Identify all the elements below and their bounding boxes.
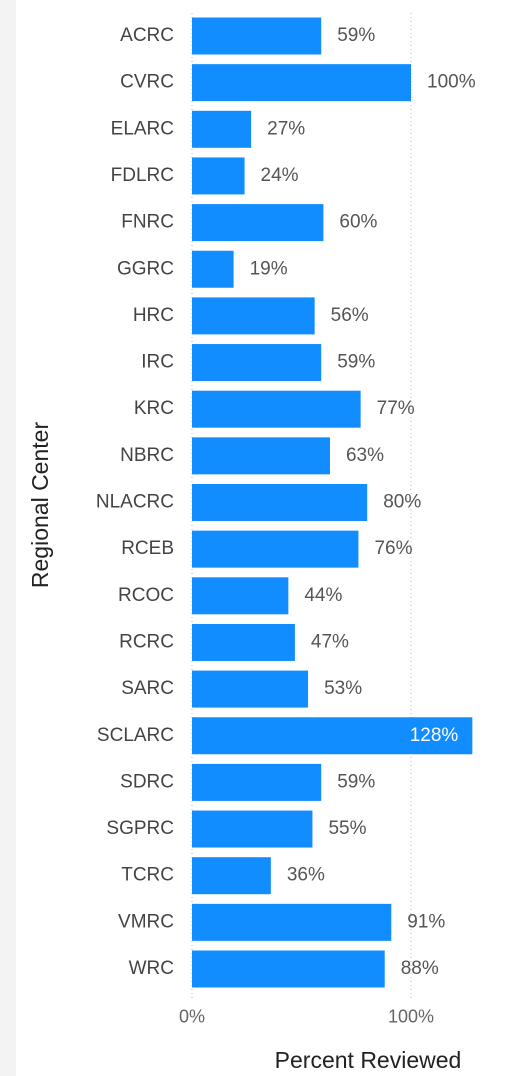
data-label: 56% xyxy=(331,305,369,326)
bar xyxy=(192,670,309,708)
y-tick-label: NBRC xyxy=(120,445,174,466)
y-tick-label: NLACRC xyxy=(96,492,174,513)
data-label: 44% xyxy=(304,585,342,606)
bar xyxy=(192,250,234,288)
bar xyxy=(192,110,252,148)
bar xyxy=(192,857,271,895)
bar xyxy=(192,763,322,801)
y-tick-label: ELARC xyxy=(111,118,174,139)
y-tick-label: RCOC xyxy=(118,585,174,606)
data-label: 59% xyxy=(337,771,375,792)
bar xyxy=(192,344,322,382)
bar xyxy=(192,484,368,521)
bar xyxy=(192,437,330,475)
data-label: 60% xyxy=(339,212,377,233)
bar xyxy=(192,623,295,661)
data-label: 36% xyxy=(287,865,325,886)
y-tick-label: SDRC xyxy=(120,771,174,792)
side-panel xyxy=(0,0,16,1076)
y-tick-label: SGPRC xyxy=(106,818,174,839)
y-tick-label: CVRC xyxy=(120,72,174,93)
data-label: 77% xyxy=(377,398,415,419)
y-tick-label: RCRC xyxy=(119,631,174,652)
y-axis-title: Regional Center xyxy=(27,422,53,589)
bar xyxy=(192,157,245,195)
y-tick-label: WRC xyxy=(129,958,174,979)
bar xyxy=(192,903,392,941)
data-label: 91% xyxy=(407,911,445,932)
y-tick-label: SARC xyxy=(121,678,174,699)
y-tick-label: RCEB xyxy=(121,538,174,559)
bar xyxy=(192,810,313,848)
bar xyxy=(192,390,361,428)
bar xyxy=(192,64,411,102)
y-tick-label: VMRC xyxy=(118,911,174,932)
y-tick-label: KRC xyxy=(134,398,174,419)
bar xyxy=(192,577,289,615)
data-label: 59% xyxy=(337,25,375,46)
data-label: 88% xyxy=(401,958,439,979)
bar xyxy=(192,717,473,755)
y-tick-label: TCRC xyxy=(121,865,174,886)
data-label: 53% xyxy=(324,678,362,699)
y-tick-label: ACRC xyxy=(120,25,174,46)
data-label: 47% xyxy=(311,631,349,652)
y-tick-label: FDLRC xyxy=(111,165,174,186)
data-label: 24% xyxy=(261,165,299,186)
data-label: 80% xyxy=(383,492,421,513)
y-tick-label: FNRC xyxy=(121,212,174,233)
y-tick-label: GGRC xyxy=(117,258,174,279)
y-tick-label: HRC xyxy=(133,305,174,326)
bar xyxy=(192,297,315,335)
x-tick-label: 100% xyxy=(388,1006,434,1026)
data-label: 63% xyxy=(346,445,384,466)
data-label: 19% xyxy=(250,258,288,279)
y-tick-label: SCLARC xyxy=(97,725,174,746)
data-label: 59% xyxy=(337,352,375,373)
data-label: 27% xyxy=(267,118,305,139)
y-tick-label: IRC xyxy=(141,352,174,373)
bar xyxy=(192,950,385,988)
data-label: 55% xyxy=(328,818,366,839)
bar xyxy=(192,204,324,242)
bar xyxy=(192,17,322,55)
data-label: 100% xyxy=(427,72,476,93)
x-axis-title: Percent Reviewed xyxy=(275,1047,462,1073)
x-tick-label: 0% xyxy=(179,1006,205,1026)
bar xyxy=(192,530,359,568)
data-label: 128% xyxy=(410,725,459,746)
data-label: 76% xyxy=(374,538,412,559)
